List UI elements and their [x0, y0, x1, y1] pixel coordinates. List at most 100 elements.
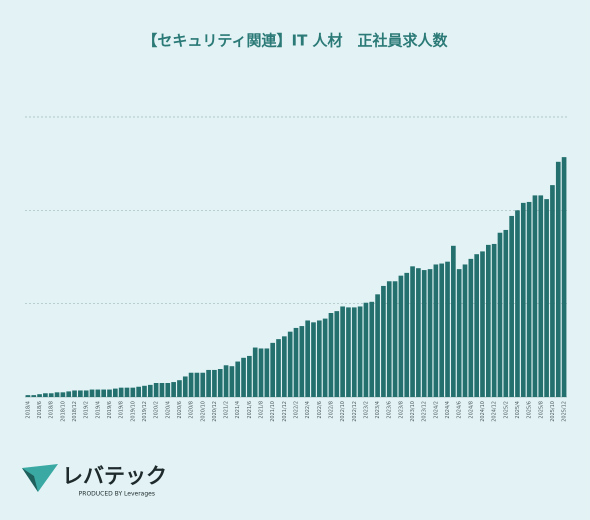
bar: [462, 264, 468, 397]
bar: [124, 387, 130, 397]
bar: [229, 366, 235, 397]
bar: [555, 161, 561, 397]
x-tick-label: 2019/2: [84, 401, 90, 419]
bar: [322, 318, 328, 397]
bar: [60, 392, 66, 397]
x-tick-label: 2019/10: [130, 401, 136, 422]
bar: [316, 320, 322, 397]
bar: [264, 348, 270, 397]
bar: [328, 313, 334, 397]
x-tick-label: 2022/12: [352, 401, 358, 422]
bar: [147, 384, 153, 397]
x-tick-label: 2025/12: [562, 401, 568, 422]
x-tick-label: 2018/8: [49, 401, 55, 419]
bar: [287, 331, 293, 397]
bar: [299, 326, 305, 397]
x-tick-label: 2019/4: [95, 401, 101, 419]
x-tick-label: 2023/10: [410, 401, 416, 422]
bar: [136, 386, 141, 397]
bar: [334, 311, 340, 397]
bar: [182, 376, 188, 397]
bar: [66, 391, 72, 397]
bar: [363, 302, 369, 397]
bar: [282, 336, 287, 397]
bar: [416, 268, 421, 397]
bar: [72, 390, 77, 397]
x-tick-label: 2023/2: [363, 401, 369, 419]
x-tick-label: 2025/6: [527, 401, 533, 419]
bar: [43, 393, 48, 397]
x-tick-label: 2024/10: [480, 401, 486, 422]
bar: [252, 347, 258, 397]
x-tick-label: 2021/10: [270, 401, 276, 422]
bar: [526, 201, 532, 397]
bar: [410, 266, 415, 397]
bar: [538, 195, 544, 397]
bar: [107, 389, 112, 397]
x-tick-label: 2022/6: [317, 401, 323, 419]
bar: [439, 263, 445, 397]
x-tick-label: 2022/8: [328, 401, 334, 419]
bar: [468, 258, 474, 397]
bar: [212, 369, 217, 397]
bar: [223, 365, 229, 397]
bar: [550, 185, 555, 397]
bar: [171, 382, 176, 397]
x-tick-label: 2022/10: [340, 401, 346, 422]
bar: [381, 285, 386, 397]
x-tick-label: 2024/4: [445, 401, 451, 419]
bar: [451, 245, 456, 397]
bar: [241, 357, 246, 397]
bar: [101, 389, 107, 397]
logo-icon: [22, 464, 58, 492]
bar: [25, 395, 31, 397]
bar: [456, 269, 462, 397]
x-tick-label: 2024/2: [433, 401, 439, 419]
bar: [247, 355, 252, 397]
bar: [357, 306, 363, 397]
bar: [398, 275, 404, 397]
bar: [206, 369, 211, 397]
bar: [217, 369, 223, 397]
x-tick-label: 2025/8: [538, 401, 544, 419]
x-tick-label: 2024/12: [492, 401, 498, 422]
x-tick-label: 2019/12: [142, 401, 148, 422]
bar: [188, 372, 194, 397]
bar: [520, 202, 526, 397]
bar: [118, 387, 124, 397]
x-tick-label: 2021/4: [235, 401, 241, 419]
x-tick-label: 2025/10: [550, 401, 556, 422]
x-tick-label: 2020/10: [200, 401, 206, 422]
logo: レバテック PRODUCED BY Leverages: [22, 464, 167, 498]
bar: [311, 322, 316, 397]
x-tick-label: 2022/2: [294, 401, 300, 419]
x-tick-label: 2019/6: [107, 401, 113, 419]
bar: [31, 395, 37, 397]
x-tick-label: 2020/2: [154, 401, 160, 419]
bar: [369, 301, 375, 397]
bar: [194, 372, 200, 397]
bar: [159, 383, 165, 397]
x-tick-label: 2020/12: [212, 401, 218, 422]
x-tick-label: 2023/12: [422, 401, 428, 422]
bar: [142, 385, 147, 397]
x-tick-label: 2018/6: [37, 401, 43, 419]
x-tick-label: 2018/4: [25, 401, 31, 419]
bar: [561, 157, 567, 397]
x-tick-label: 2021/12: [282, 401, 288, 422]
x-tick-label: 2020/6: [177, 401, 183, 419]
bar: [177, 380, 182, 397]
x-tick-label: 2023/4: [375, 401, 381, 419]
bar: [421, 270, 427, 397]
bar: [276, 339, 281, 397]
bar: [235, 361, 241, 397]
x-tick-label: 2021/8: [259, 401, 265, 419]
bar: [392, 281, 398, 397]
bar: [509, 215, 514, 397]
x-tick-label: 2025/4: [515, 401, 521, 419]
bar: [48, 393, 54, 397]
bar: [445, 261, 450, 397]
bar: [293, 327, 299, 397]
bar: [200, 372, 206, 397]
